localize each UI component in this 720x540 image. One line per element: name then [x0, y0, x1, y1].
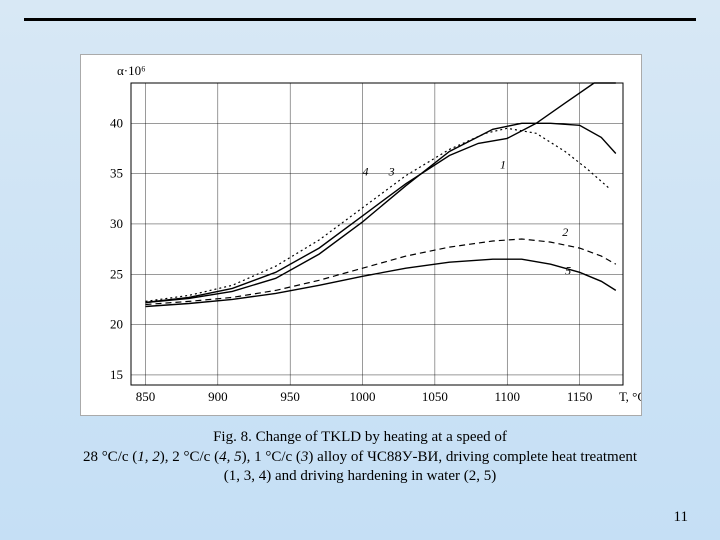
- svg-text:850: 850: [136, 389, 156, 404]
- caption-line-1: Fig. 8. Change of TKLD by heating at a s…: [213, 429, 507, 445]
- svg-text:5: 5: [565, 263, 571, 277]
- svg-text:Т, °С: Т, °С: [619, 389, 641, 404]
- top-rule: [24, 18, 696, 21]
- svg-text:2: 2: [562, 225, 568, 239]
- svg-text:1000: 1000: [350, 389, 376, 404]
- svg-text:1050: 1050: [422, 389, 448, 404]
- svg-text:950: 950: [280, 389, 300, 404]
- svg-text:25: 25: [110, 266, 123, 281]
- page-number: 11: [674, 509, 688, 526]
- caption-line-2: 28 °С/с (1, 2), 2 °С/с (4, 5), 1 °С/с (3…: [83, 449, 637, 465]
- svg-text:40: 40: [110, 115, 123, 130]
- caption-line-3: (1, 3, 4) and driving hardening in water…: [224, 468, 496, 484]
- chart-container: 8509009501000105011001150152025303540α·1…: [80, 54, 642, 416]
- svg-text:1100: 1100: [494, 389, 520, 404]
- svg-text:900: 900: [208, 389, 228, 404]
- svg-text:α·10⁶: α·10⁶: [117, 63, 146, 78]
- svg-text:1150: 1150: [567, 389, 593, 404]
- line-chart: 8509009501000105011001150152025303540α·1…: [81, 55, 641, 415]
- svg-text:20: 20: [110, 317, 123, 332]
- svg-text:4: 4: [363, 165, 369, 179]
- svg-text:35: 35: [110, 166, 123, 181]
- svg-text:15: 15: [110, 367, 123, 382]
- svg-text:3: 3: [388, 165, 395, 179]
- figure-caption: Fig. 8. Change of TKLD by heating at a s…: [0, 428, 720, 487]
- svg-text:30: 30: [110, 216, 123, 231]
- svg-text:1: 1: [500, 158, 506, 172]
